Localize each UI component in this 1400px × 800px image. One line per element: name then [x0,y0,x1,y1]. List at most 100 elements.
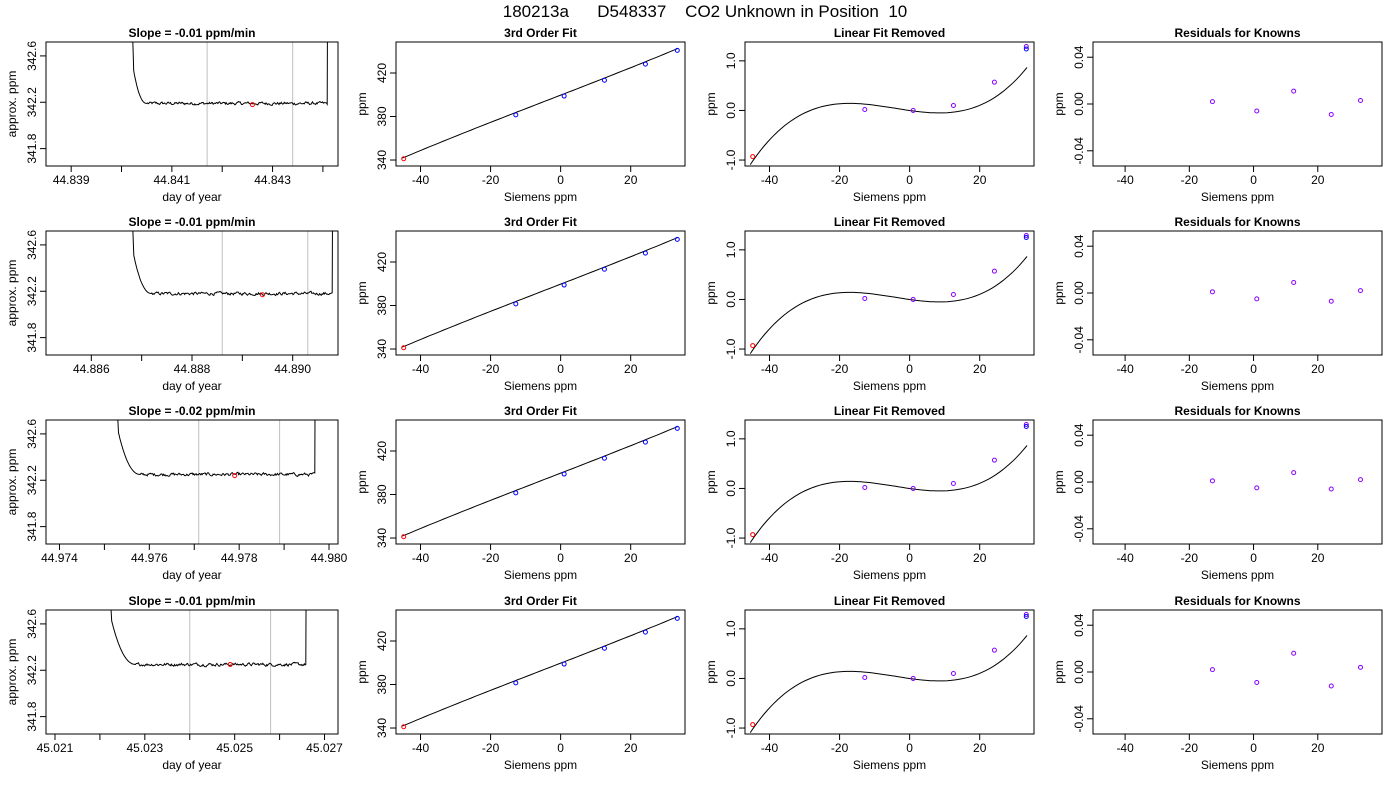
unknown-point [750,154,756,160]
plot-area [401,236,680,351]
y-tick-label: -0.04 [1072,705,1086,733]
y-tick-label: -0.04 [1072,515,1086,543]
plot-area [749,611,1029,733]
cubic-curve [749,445,1028,543]
plot-frame [744,419,1035,545]
cubic-curve [749,67,1028,165]
x-tick-label: 0 [557,551,564,565]
y-tick-label: -1.0 [724,717,738,738]
residual-point [1254,485,1260,491]
x-tick-label: -40 [412,551,430,565]
panel-r1-c1: Slope = -0.01 ppm/min 44.839 44.841 44.843 d… [5,26,339,204]
residual-point [1209,667,1215,673]
x-tick-label: 20 [1311,173,1325,187]
x-tick-label: -20 [482,741,500,755]
x-tick-label: -20 [482,173,500,187]
y-tick-label: 1.0 [724,241,738,258]
x-tick-label: -20 [831,173,849,187]
x-axis-label: day of year [162,379,221,393]
x-tick-label: 0 [906,362,913,376]
plot-area [1209,650,1363,689]
y-tick-label: 380 [375,674,389,694]
known-point [991,79,997,85]
known-point [642,61,648,67]
x-tick-label: -20 [1181,362,1199,376]
panel-r1-c2: 3rd Order Fit -40 -20 0 20 Siemens ppm 340 380 4… [355,26,686,204]
known-point [862,674,868,680]
known-point [674,615,680,621]
cubic-curve [749,635,1028,733]
y-tick-label: 0.04 [1072,423,1086,447]
x-tick-label: 45.027 [306,741,343,755]
y-tick-label: 341.8 [25,511,39,541]
mean-marker [227,661,233,667]
residual-point [1254,680,1260,686]
panel-r2-c1: Slope = -0.01 ppm/min 44.886 44.888 44.890 d… [5,215,339,393]
unknown-point [750,722,756,728]
residual-point [1357,664,1363,670]
unknown-point [401,345,407,351]
y-tick-label: 342.2 [25,87,39,117]
x-axis-label: Siemens ppm [853,379,926,393]
y-tick-label: 0.0 [724,291,738,308]
known-point [601,645,607,651]
known-point [910,107,916,113]
page-title: 180213a D548337 CO2 Unknown in Position … [502,2,908,21]
unknown-point [401,534,407,540]
y-tick-label: 0.0 [724,480,738,497]
panel-title: Linear Fit Removed [834,404,945,418]
panel-title: Linear Fit Removed [834,594,945,608]
y-tick-label: 1.0 [724,620,738,637]
known-point [862,295,868,301]
known-point [601,77,607,83]
x-tick-label: 20 [973,173,987,187]
fit-curve [402,425,679,537]
known-point [991,457,997,463]
known-point [950,670,956,676]
y-axis-label: ppm [355,281,369,304]
fitted-point [1023,423,1029,429]
plot-area [132,231,333,355]
x-tick-label: -20 [482,551,500,565]
x-axis-label: Siemens ppm [504,758,577,772]
y-axis-label: approx. ppm [5,260,19,327]
known-point [910,675,916,681]
residual-point [1357,477,1363,483]
y-tick-label: 342.2 [25,276,39,306]
fit-curve [402,236,679,348]
panel-r4-c3: Linear Fit Removed -40 -20 0 20 Siemens ppm -1… [704,594,1035,772]
plot-frame [395,41,686,167]
x-axis-label: day of year [162,758,221,772]
known-point [950,291,956,297]
plot-frame [1092,419,1383,545]
plot-area [1209,279,1363,304]
x-tick-label: 20 [1311,551,1325,565]
known-point [642,250,648,256]
concentration-trace [132,231,333,297]
x-tick-label: -20 [1181,551,1199,565]
concentration-trace [117,420,316,477]
panel-title: Slope = -0.02 ppm/min [128,404,255,418]
residual-point [1357,97,1363,103]
x-tick-label: 45.021 [37,741,74,755]
y-tick-label: -1.0 [724,338,738,359]
plot-frame [395,419,686,545]
plot-frame [45,41,339,167]
y-axis-label: ppm [355,92,369,115]
concentration-trace [110,610,307,668]
panel-title: 3rd Order Fit [504,26,577,40]
plot-area [1209,88,1363,118]
residual-point [1328,298,1334,304]
x-tick-label: 45.025 [216,741,253,755]
panel-title: Linear Fit Removed [834,26,945,40]
known-point [862,106,868,112]
residual-point [1291,88,1297,94]
y-tick-label: 340 [375,718,389,738]
mean-marker [232,473,238,479]
residual-point [1328,683,1334,689]
x-tick-label: 20 [624,362,638,376]
plot-frame [744,230,1035,356]
known-point [950,102,956,108]
panel-r3-c2: 3rd Order Fit -40 -20 0 20 Siemens ppm 340 380 4… [355,404,686,582]
x-tick-label: 44.978 [221,551,258,565]
